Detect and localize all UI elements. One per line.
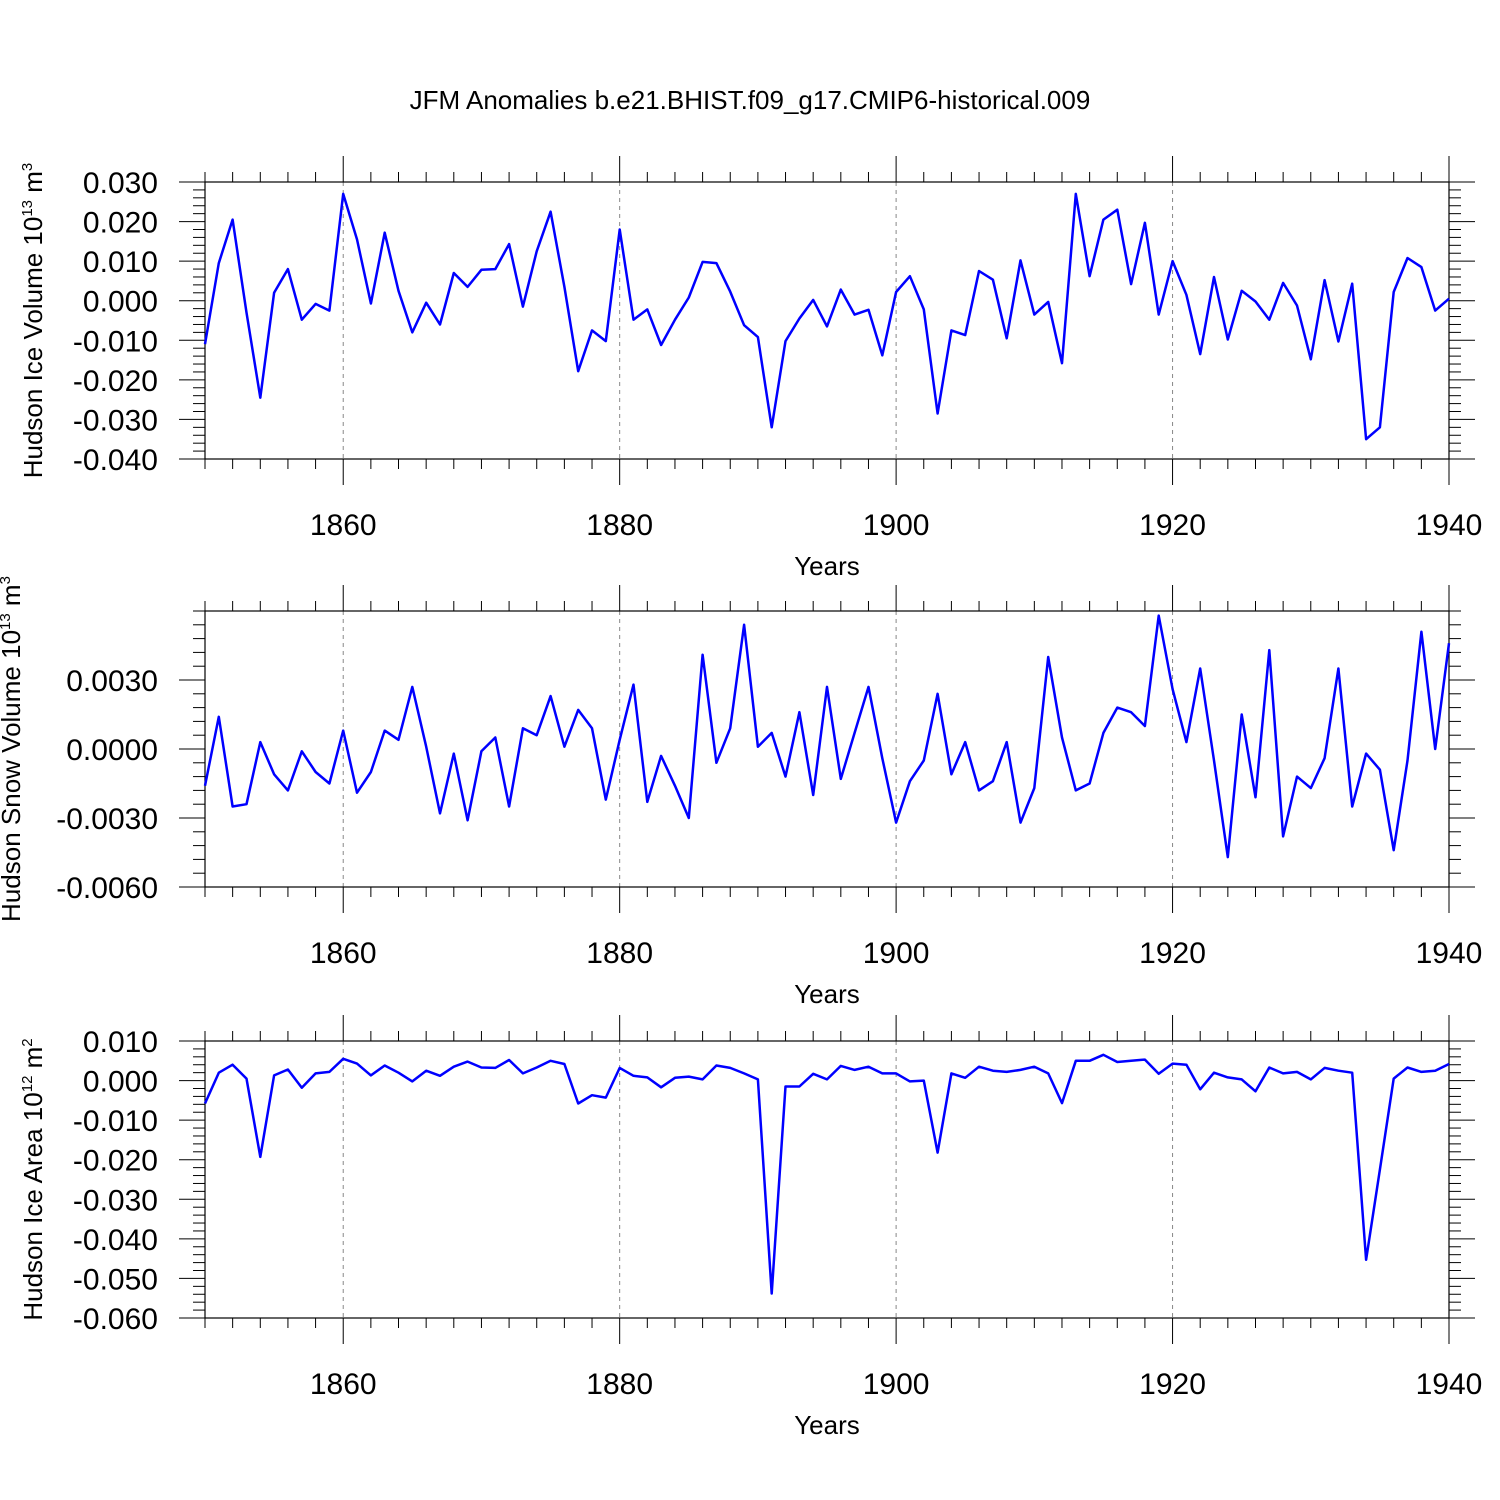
y-axis-label-part: Hudson Ice Volume 10 <box>18 217 48 479</box>
x-tick-label: 1940 <box>1416 509 1483 542</box>
y-tick-label: -0.040 <box>73 444 158 477</box>
y-tick-label: 0.010 <box>83 1026 158 1059</box>
y-tick-label: -0.020 <box>73 365 158 398</box>
figure-title: JFM Anomalies b.e21.BHIST.f09_g17.CMIP6-… <box>410 85 1091 115</box>
x-tick-label: 1920 <box>1139 509 1206 542</box>
y-axis-label: Hudson Snow Volume 1013 m3 <box>0 576 26 922</box>
x-axis-label: Years <box>794 979 860 1009</box>
y-tick-label: 0.0030 <box>66 665 158 698</box>
x-tick-label: 1880 <box>586 937 653 970</box>
x-tick-label: 1900 <box>863 937 930 970</box>
y-axis-label-exponent: 12 <box>19 1076 36 1093</box>
x-tick-label: 1860 <box>310 1368 377 1401</box>
y-tick-label: -0.040 <box>73 1224 158 1257</box>
y-axis-label: Hudson Ice Area 1012 m2 <box>18 1038 48 1320</box>
x-tick-label: 1940 <box>1416 937 1483 970</box>
plot-frame <box>204 181 1450 460</box>
y-tick-label: -0.030 <box>73 1184 158 1217</box>
y-axis-label-part: m <box>18 171 48 200</box>
x-tick-label: 1860 <box>310 509 377 542</box>
x-tick-label: 1860 <box>310 937 377 970</box>
y-tick-label: -0.0060 <box>56 872 158 905</box>
x-tick-label: 1880 <box>586 1368 653 1401</box>
y-axis-label: Hudson Ice Volume 1013 m3 <box>18 163 48 479</box>
y-axis-label-exponent: 2 <box>19 1038 36 1046</box>
y-axis-label-part: Hudson Snow Volume 10 <box>0 630 26 922</box>
plot-frame <box>204 1040 1450 1319</box>
y-tick-label: -0.050 <box>73 1263 158 1296</box>
y-axis-label-part: Hudson Ice Area 10 <box>18 1092 48 1320</box>
chart-panel-2: -0.0060 -0.0030 0.0000 0.0030 1860 1880 1900 19… <box>0 576 1482 1009</box>
x-tick-label: 1920 <box>1139 937 1206 970</box>
y-axis-label-exponent: 13 <box>19 200 36 217</box>
y-tick-label: -0.020 <box>73 1145 158 1178</box>
y-tick-label: 0.000 <box>83 286 158 319</box>
series-line <box>203 614 1451 859</box>
y-tick-label: 0.010 <box>83 246 158 279</box>
y-tick-label: -0.060 <box>73 1303 158 1336</box>
panels: -0.040 -0.030 -0.020 -0.010 0.000 0.010 0.020 0… <box>0 156 1482 1440</box>
x-axis-label: Years <box>794 551 860 581</box>
x-tick-label: 1920 <box>1139 1368 1206 1401</box>
y-axis-label-part: m <box>0 584 26 613</box>
y-axis-label-exponent: 3 <box>0 576 14 584</box>
x-tick-label: 1880 <box>586 509 653 542</box>
y-tick-label: -0.010 <box>73 1105 158 1138</box>
y-tick-label: 0.0000 <box>66 734 158 767</box>
y-axis-label-exponent: 13 <box>0 613 14 630</box>
y-tick-label: -0.030 <box>73 404 158 437</box>
y-axis-label-part: m <box>18 1047 48 1076</box>
y-tick-label: 0.030 <box>83 167 158 200</box>
x-tick-label: 1940 <box>1416 1368 1483 1401</box>
y-tick-label: -0.0030 <box>56 803 158 836</box>
chart-panel-1: -0.040 -0.030 -0.020 -0.010 0.000 0.010 0.020 0… <box>18 156 1482 581</box>
y-tick-label: 0.000 <box>83 1066 158 1099</box>
y-axis-label-exponent: 3 <box>19 163 36 171</box>
y-tick-label: 0.020 <box>83 207 158 240</box>
x-axis-label: Years <box>794 1410 860 1440</box>
y-tick-label: -0.010 <box>73 325 158 358</box>
x-tick-label: 1900 <box>863 509 930 542</box>
series-line <box>203 1053 1450 1295</box>
chart-panel-3: -0.060 -0.050 -0.040 -0.030 -0.020 -0.010 0.00… <box>18 1015 1482 1440</box>
series-line <box>203 192 1450 441</box>
plot-frame <box>204 610 1450 888</box>
x-tick-label: 1900 <box>863 1368 930 1401</box>
